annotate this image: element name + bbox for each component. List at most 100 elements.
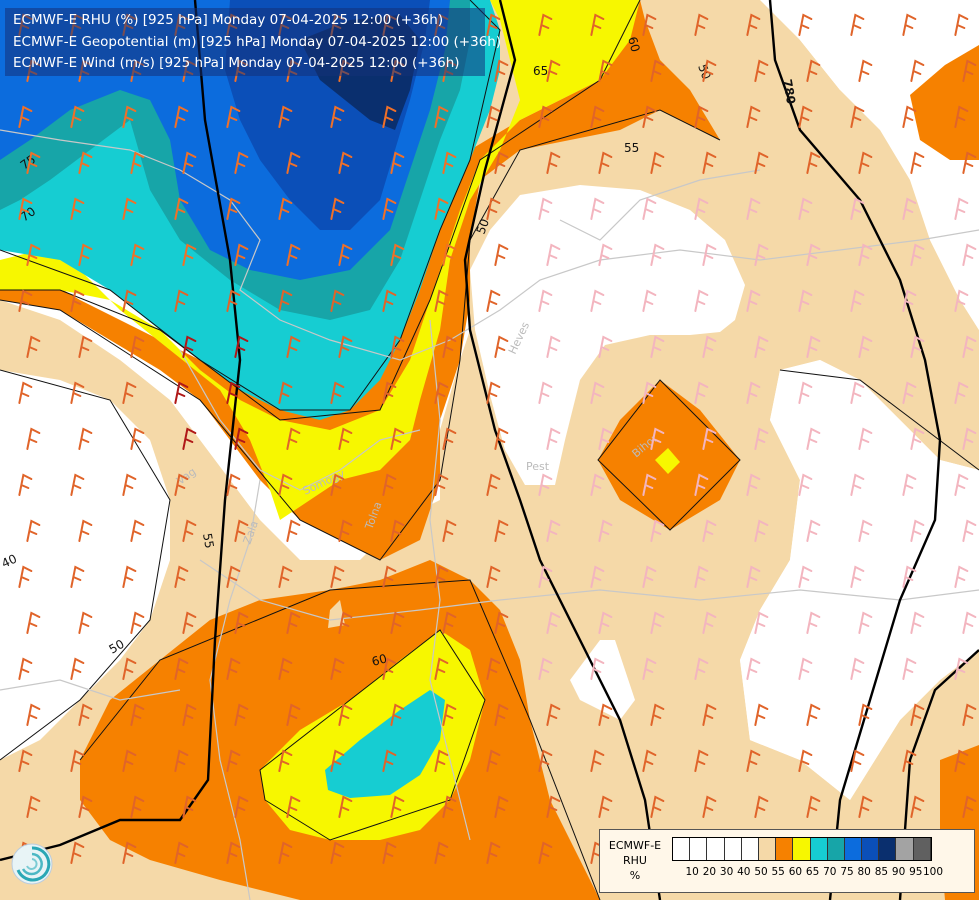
wind-barb-icon (338, 703, 353, 726)
wind-barb-icon (962, 59, 977, 82)
wind-barb-icon (442, 151, 457, 174)
wind-barb-icon (174, 197, 189, 220)
legend-swatch (913, 838, 931, 860)
wind-barb-icon (330, 749, 345, 772)
wind-barb-icon (486, 841, 501, 864)
wind-barb-icon (18, 473, 33, 496)
wind-barb-icon (122, 841, 137, 864)
wind-barb-icon (902, 473, 917, 496)
wind-barb-icon (962, 795, 977, 818)
wind-barb-icon (858, 59, 873, 82)
legend-swatch (793, 838, 811, 860)
wind-barb-icon (70, 841, 85, 864)
wind-barb-icon (122, 657, 137, 680)
wind-barb-icon (746, 105, 761, 128)
wind-barb-icon (902, 565, 917, 588)
wind-barb-icon (442, 703, 457, 726)
wind-barb-icon (598, 703, 613, 726)
legend-tick-label: 65 (805, 866, 820, 878)
wind-barb-icon (798, 197, 813, 220)
wind-barb-icon (18, 381, 33, 404)
wind-barb-icon (962, 519, 977, 542)
wind-barb-icon (434, 381, 449, 404)
wind-barb-icon (130, 795, 145, 818)
wind-barb-icon (650, 519, 665, 542)
wind-barb-icon (486, 105, 501, 128)
wind-barb-icon (546, 243, 561, 266)
wind-barb-icon (642, 473, 657, 496)
wind-barb-icon (330, 565, 345, 588)
wind-barb-icon (122, 197, 137, 220)
wind-barb-icon (338, 611, 353, 634)
wind-barb-icon (26, 335, 41, 358)
wind-barb-icon (70, 105, 85, 128)
legend-tick-label: 30 (719, 866, 734, 878)
wind-barb-icon (330, 657, 345, 680)
wind-barb-icon (746, 197, 761, 220)
wind-barb-icon (494, 795, 509, 818)
wind-barb-icon (286, 335, 301, 358)
wind-barb-icon (382, 841, 397, 864)
rhu-label-60b: 60 (370, 651, 388, 668)
wind-barb-icon (538, 657, 553, 680)
wind-barb-icon (954, 473, 969, 496)
rhu-60-area (0, 0, 720, 560)
wind-barb-icon (954, 105, 969, 128)
legend-tick-label: 95 (909, 866, 923, 878)
wind-barb-icon (182, 519, 197, 542)
wind-barb-icon (546, 335, 561, 358)
wind-barb-icon (18, 749, 33, 772)
wind-barb-icon (850, 381, 865, 404)
wind-barb-icon (806, 519, 821, 542)
wind-barb-icon (902, 13, 917, 36)
wind-barb-icon (234, 519, 249, 542)
wind-barb-icon (806, 611, 821, 634)
legend-tick-label: 90 (891, 866, 906, 878)
wind-barb-icon (694, 565, 709, 588)
wind-barb-icon (798, 105, 813, 128)
wind-barb-icon (806, 703, 821, 726)
wind-barb-icon (130, 151, 145, 174)
wind-barb-icon (546, 427, 561, 450)
wind-barb-icon (434, 749, 449, 772)
wind-barb-icon (26, 795, 41, 818)
wind-barb-icon (694, 473, 709, 496)
wind-barb-icon (858, 151, 873, 174)
wind-barb-icon (538, 289, 553, 312)
rhu-label-50: 50 (474, 217, 492, 236)
wind-barb-icon (130, 243, 145, 266)
wind-barb-icon (434, 289, 449, 312)
wind-barb-icon (442, 519, 457, 542)
wind-barb-icon (910, 335, 925, 358)
wind-barb-icon (434, 565, 449, 588)
wind-barb-icon (954, 197, 969, 220)
wind-barb-icon (234, 795, 249, 818)
wind-barb-icon (226, 473, 241, 496)
wind-barb-icon (806, 151, 821, 174)
wind-barb-icon (486, 749, 501, 772)
wind-barb-icon (286, 795, 301, 818)
wind-barb-icon (70, 565, 85, 588)
wind-barb-icon (390, 519, 405, 542)
wind-barb-icon (642, 13, 657, 36)
legend-swatch (862, 838, 880, 860)
wind-barb-icon (390, 611, 405, 634)
wind-barb-icon (434, 197, 449, 220)
legend-tick-label: 100 (922, 866, 944, 878)
wind-barb-icon (910, 519, 925, 542)
wind-barb-icon (538, 381, 553, 404)
wind-barb-icon (18, 105, 33, 128)
wind-barb-icon (78, 611, 93, 634)
wind-barb-icon (234, 243, 249, 266)
wind-barb-icon (858, 795, 873, 818)
wind-barb-icon (754, 795, 769, 818)
wind-barb-icon (538, 473, 553, 496)
wind-barb-icon (954, 381, 969, 404)
wind-barb-icon (286, 427, 301, 450)
legend-swatch (810, 838, 828, 860)
wind-barb-icon (442, 243, 457, 266)
rhu-low-northeast (780, 0, 979, 90)
wind-barb-icon (286, 243, 301, 266)
wind-barb-icon (910, 243, 925, 266)
rhu-60-northeast (910, 45, 979, 160)
